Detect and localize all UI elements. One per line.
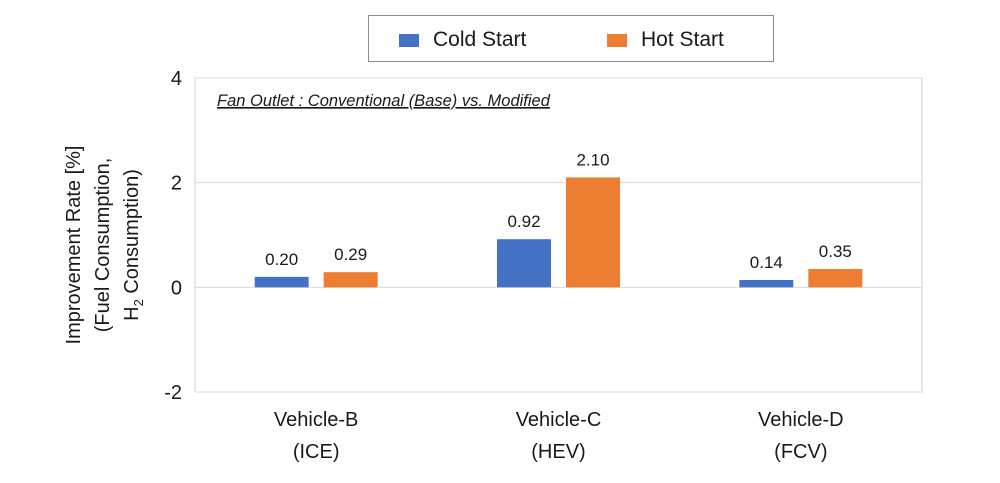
x-tick-label-2-line1: Vehicle-D <box>758 409 844 431</box>
y-tick-label-1: 0 <box>171 277 182 299</box>
x-tick-label-0-line2: (ICE) <box>293 441 340 463</box>
axes: -2 0 2 4 Vehicle-B (ICE) Vehicle-C (HEV) Vehicle… <box>164 68 843 463</box>
x-tick-label-2-line2: (FCV) <box>774 441 827 463</box>
x-tick-label-1-line1: Vehicle-C <box>516 409 602 431</box>
bar-1-0 <box>323 272 378 288</box>
data-label-1-2: 0.35 <box>819 242 852 261</box>
bar-0-1 <box>497 239 551 288</box>
data-label-1-1: 2.10 <box>576 150 609 169</box>
y-axis-label-rest: Consumption) <box>121 169 143 299</box>
data-label-0-1: 0.92 <box>507 212 540 231</box>
legend-item-cold-start: Cold Start <box>399 28 526 52</box>
data-label-0-0: 0.20 <box>265 250 298 269</box>
legend-swatch-hot-start <box>607 33 627 47</box>
legend-label-hot-start: Hot Start <box>641 28 724 51</box>
legend: Cold Start Hot Start <box>368 15 774 62</box>
y-tick-label-2: 2 <box>171 173 182 195</box>
y-axis-label-h: H <box>121 306 143 320</box>
chart-annotation: Fan Outlet : Conventional (Base) vs. Mod… <box>217 92 551 110</box>
bar-1-1 <box>566 177 620 288</box>
y-axis-label: Improvement Rate [%] (Fuel Consumption, … <box>63 146 146 345</box>
data-label-1-0: 0.29 <box>334 245 367 264</box>
legend-item-hot-start: Hot Start <box>607 28 724 52</box>
legend-label-cold-start: Cold Start <box>433 28 527 51</box>
gridlines <box>194 77 923 393</box>
y-axis-label-line-2: (Fuel Consumption, <box>92 158 114 333</box>
bars <box>254 177 863 288</box>
bar-1-2 <box>808 269 863 288</box>
x-tick-label-0-line1: Vehicle-B <box>274 409 359 431</box>
bar-0-2 <box>739 280 794 288</box>
data-labels: 0.20 0.29 0.92 2.10 0.14 0.35 <box>265 150 852 272</box>
bar-0-0 <box>254 276 309 288</box>
data-label-0-2: 0.14 <box>750 253 783 272</box>
plot-area-border <box>194 77 923 393</box>
legend-swatch-cold-start <box>399 33 419 47</box>
y-axis-label-subscript: 2 <box>131 299 146 306</box>
y-axis-label-line-3: H2 Consumption) <box>121 169 146 321</box>
y-tick-label-0: -2 <box>164 382 182 404</box>
y-axis-label-line-1: Improvement Rate [%] <box>63 146 85 345</box>
x-tick-label-1-line2: (HEV) <box>531 441 585 463</box>
y-tick-label-3: 4 <box>171 68 182 90</box>
